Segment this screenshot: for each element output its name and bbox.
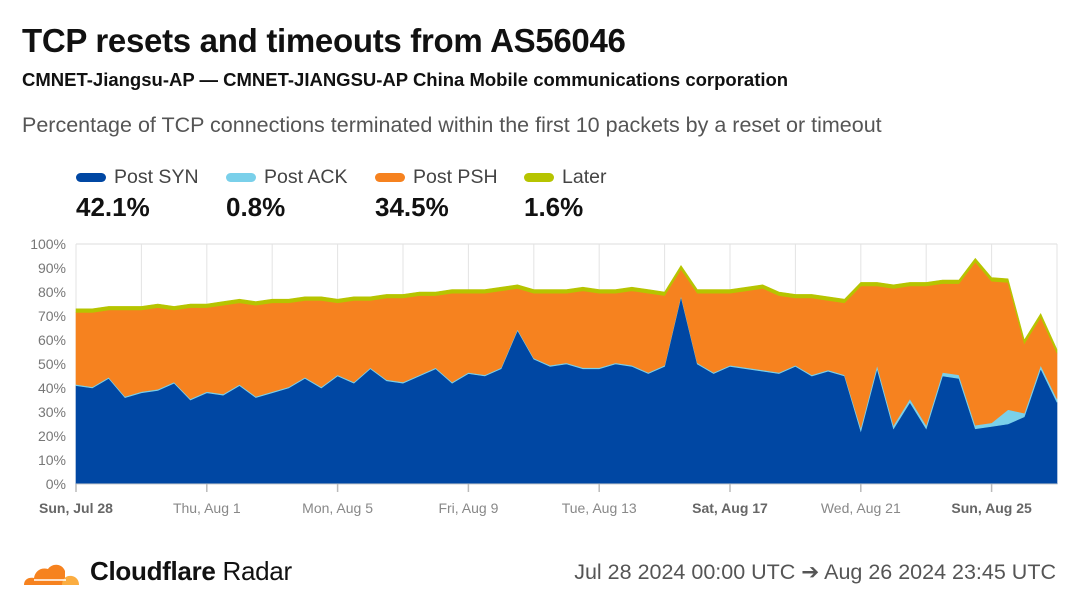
x-tick-label: Tue, Aug 13 bbox=[562, 500, 637, 516]
y-tick-label: 0% bbox=[46, 476, 66, 492]
y-tick-label: 20% bbox=[38, 428, 66, 444]
y-tick-label: 60% bbox=[38, 332, 66, 348]
chart-title: TCP resets and timeouts from AS56046 bbox=[22, 22, 626, 59]
legend-label: Post ACK bbox=[264, 166, 348, 188]
x-tick-label: Thu, Aug 1 bbox=[173, 500, 241, 516]
y-tick-label: 80% bbox=[38, 284, 66, 300]
legend-swatch-post-psh bbox=[375, 173, 405, 182]
area-later bbox=[75, 257, 1058, 354]
y-tick-label: 30% bbox=[38, 404, 66, 420]
legend-value: 1.6% bbox=[524, 192, 584, 222]
y-tick-label: 50% bbox=[38, 356, 66, 372]
x-tick-label: Sun, Aug 25 bbox=[951, 500, 1032, 516]
legend-label: Later bbox=[562, 166, 607, 188]
legend-later[interactable]: Later 1.6% bbox=[524, 166, 606, 223]
brand-product: Radar bbox=[222, 556, 293, 586]
y-tick-label: 40% bbox=[38, 380, 66, 396]
cloudflare-radar-logo: Cloudflare Radar bbox=[22, 556, 292, 587]
legend-label: Post SYN bbox=[114, 166, 199, 188]
brand-name: Cloudflare bbox=[90, 556, 216, 586]
y-tick-label: 90% bbox=[38, 260, 66, 276]
x-tick-label: Fri, Aug 9 bbox=[438, 500, 498, 516]
legend-label: Post PSH bbox=[413, 166, 498, 188]
legend-post-syn[interactable]: Post SYN 42.1% bbox=[76, 166, 199, 223]
x-tick-label: Sat, Aug 17 bbox=[692, 500, 768, 516]
chart-subtitle: CMNET-Jiangsu-AP — CMNET-JIANGSU-AP Chin… bbox=[22, 69, 789, 90]
legend-value: 34.5% bbox=[375, 192, 449, 222]
y-tick-label: 100% bbox=[30, 236, 66, 252]
legend-value: 0.8% bbox=[226, 192, 286, 222]
cloudflare-cloud-icon bbox=[24, 564, 79, 585]
chart-description: Percentage of TCP connections terminated… bbox=[22, 113, 882, 137]
legend-post-ack[interactable]: Post ACK 0.8% bbox=[226, 166, 347, 223]
legend-swatch-post-ack bbox=[226, 173, 256, 182]
legend-swatch-post-syn bbox=[76, 173, 106, 182]
x-tick-label: Wed, Aug 21 bbox=[821, 500, 901, 516]
legend-value: 42.1% bbox=[76, 192, 150, 222]
y-tick-label: 70% bbox=[38, 308, 66, 324]
legend-swatch-later bbox=[524, 173, 554, 182]
legend-post-psh[interactable]: Post PSH 34.5% bbox=[375, 166, 498, 223]
y-tick-label: 10% bbox=[38, 452, 66, 468]
x-tick-label: Sun, Jul 28 bbox=[39, 500, 113, 516]
x-tick-label: Mon, Aug 5 bbox=[302, 500, 373, 516]
date-range: Jul 28 2024 00:00 UTC ➔ Aug 26 2024 23:4… bbox=[574, 560, 1056, 584]
